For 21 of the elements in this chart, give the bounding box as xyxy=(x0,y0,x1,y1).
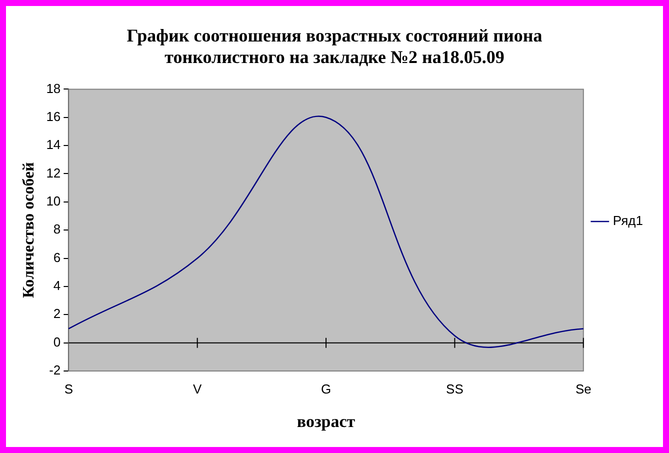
y-tick-label: 8 xyxy=(53,222,61,237)
legend-label: Ряд1 xyxy=(612,213,644,228)
y-tick-label: 12 xyxy=(46,165,61,180)
y-tick-label: 4 xyxy=(53,278,61,294)
y-tick-label: 14 xyxy=(46,137,61,152)
y-tick-label: 18 xyxy=(46,80,61,96)
text: График соотношения возрастных состояний пиона xyxy=(126,25,542,46)
text: тонколистного на закладке №2 на18.05.09 xyxy=(164,47,504,68)
y-tick-label: 10 xyxy=(46,194,61,208)
x-axis-title: возраст xyxy=(296,412,356,432)
y-axis-title: Количество особей xyxy=(20,162,38,298)
x-tick-label: G xyxy=(320,381,332,396)
y-tick-label: 2 xyxy=(53,306,61,322)
y-tick-label: 16 xyxy=(46,108,61,124)
y-tick-label: 0 xyxy=(53,334,61,350)
x-tick-label: V xyxy=(193,381,202,396)
x-tick-label: SS xyxy=(446,381,464,396)
x-tick-label: Se xyxy=(575,381,592,396)
y-tick-label: -2 xyxy=(49,362,61,378)
x-tick-label: S xyxy=(64,381,74,396)
y-tick-label: 6 xyxy=(53,250,61,265)
